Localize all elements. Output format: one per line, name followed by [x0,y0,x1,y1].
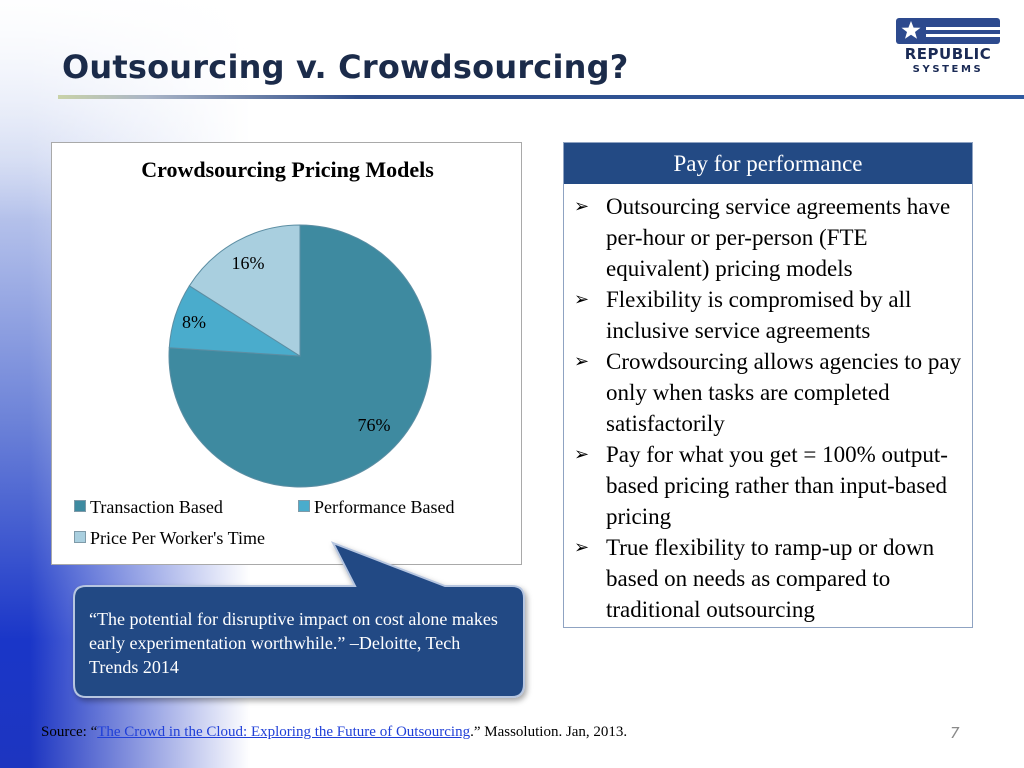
legend-swatch-worker-time [74,531,86,543]
arrow-bullet-icon: ➢ [574,289,590,309]
legend-item-transaction: Transaction Based [74,497,223,518]
list-item: ➢ Flexibility is compromised by all inclu… [564,284,972,346]
page-title: Outsourcing v. Crowdsourcing? [62,48,629,86]
list-item: ➢ Outsourcing service agreements have per… [564,191,972,284]
pie-slice-worker-time [188,224,301,357]
pie-slice-transaction [168,224,432,488]
arrow-bullet-icon: ➢ [574,444,590,464]
legend-label-worker-time: Price Per Worker's Time [90,528,265,548]
legend-label-transaction: Transaction Based [90,497,223,517]
source-citation: Source: “The Crowd in the Cloud: Explori… [41,724,627,741]
source-link[interactable]: The Crowd in the Cloud: Exploring the Fu… [97,724,471,740]
pay-for-performance-panel: Pay for performance ➢ Outsourcing service… [563,142,973,628]
quote-text: “The potential for disruptive impact on … [89,609,498,677]
data-label-transaction: 76% [358,415,391,435]
logo-text-secondary: SYSTEMS [912,64,984,75]
logo-text-primary: REPUBLIC [904,45,992,63]
legend-swatch-transaction [74,500,86,512]
legend-swatch-performance [298,500,310,512]
star-icon [901,21,921,39]
list-item-text: Flexibility is compromised by all inclus… [606,287,912,343]
panel-header: Pay for performance [564,143,972,184]
arrow-bullet-icon: ➢ [574,196,590,216]
chart-title: Crowdsourcing Pricing Models [141,157,434,182]
list-item: ➢ True flexibility to ramp-up or down bas… [564,532,972,625]
page-number: 7 [950,724,960,742]
data-label-worker-time: 16% [232,253,265,273]
list-item-text: True flexibility to ramp-up or down base… [606,535,935,622]
list-item-text: Pay for what you get = 100% output-based… [606,442,948,529]
list-item-text: Outsourcing service agreements have per-… [606,194,951,281]
list-item-text: Crowdsourcing allows agencies to pay onl… [606,349,962,436]
title-underline [58,95,1024,99]
benefit-list: ➢ Outsourcing service agreements have per… [564,191,972,625]
source-suffix: .” Massolution. Jan, 2013. [470,724,628,740]
list-item: ➢ Pay for what you get = 100% output-base… [564,439,972,532]
legend-item-performance: Performance Based [298,497,454,518]
legend-label-performance: Performance Based [314,497,455,517]
pie-chart: 76% 8% 16% [168,224,432,488]
flag-icon [896,18,1000,44]
pie-chart-panel: Crowdsourcing Pricing Models 76% 8% 16% Tr… [51,142,522,565]
company-logo: REPUBLIC SYSTEMS [896,18,1000,78]
arrow-bullet-icon: ➢ [574,537,590,557]
legend-item-worker-time: Price Per Worker's Time [74,528,265,549]
arrow-bullet-icon: ➢ [574,351,590,371]
data-label-performance: 8% [182,312,206,332]
list-item: ➢ Crowdsourcing allows agencies to pay on… [564,346,972,439]
source-prefix: Source: “ [41,724,98,740]
